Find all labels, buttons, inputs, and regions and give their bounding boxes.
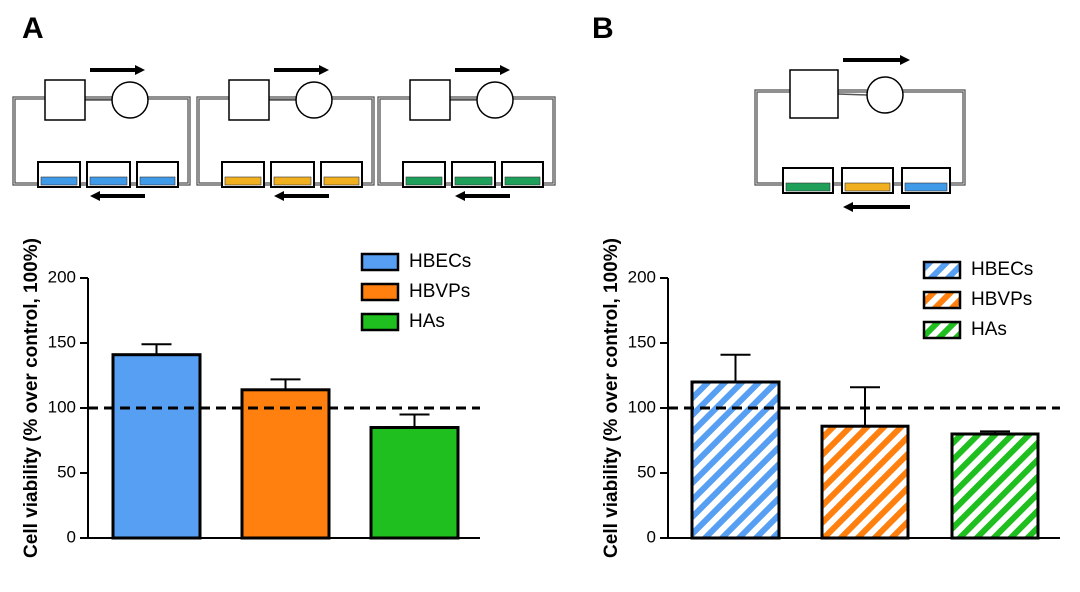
cells [224, 176, 262, 186]
bar [820, 424, 910, 540]
legend-swatch [360, 252, 400, 272]
bar [950, 432, 1040, 540]
circuit-diagram [12, 65, 191, 201]
legend-label: HBECs [971, 259, 1033, 280]
reservoir [866, 76, 904, 114]
cells [454, 176, 493, 186]
legend-swatch [922, 290, 962, 310]
flow-arrowhead [900, 55, 910, 65]
bar [690, 380, 781, 540]
legend-swatch [922, 260, 962, 280]
panel-label: B [592, 12, 614, 45]
pump-box [44, 79, 86, 121]
reservoir [111, 81, 149, 119]
y-axis-label: Cell viability (% over control, 100%) [601, 238, 622, 558]
y-tick-label: 150 [628, 332, 656, 351]
pump-box [789, 69, 839, 119]
circuit-diagram [377, 65, 556, 201]
y-tick-label: 100 [628, 397, 656, 416]
flow-arrowhead [319, 65, 329, 75]
flow-arrowhead [274, 191, 284, 201]
y-tick-label: 100 [48, 397, 76, 416]
flow-arrowhead [135, 65, 145, 75]
legend-swatch [360, 312, 400, 332]
cells [405, 176, 443, 186]
flow-arrowhead [455, 191, 465, 201]
y-tick-label: 50 [57, 462, 76, 481]
circuit-diagram [754, 55, 966, 212]
y-tick-label: 200 [628, 267, 656, 286]
flow-arrowhead [500, 65, 510, 75]
legend-swatch [360, 282, 400, 302]
y-axis-label: Cell viability (% over control, 100%) [21, 238, 42, 558]
cells [904, 182, 948, 192]
cells [785, 182, 831, 192]
cells [323, 176, 360, 186]
reservoir [295, 81, 333, 119]
cells [139, 176, 176, 186]
y-tick-label: 50 [637, 462, 656, 481]
y-tick-label: 0 [67, 527, 76, 546]
cells [40, 176, 78, 186]
y-tick-label: 200 [48, 267, 76, 286]
legend-label: HAs [971, 319, 1007, 340]
circuit-diagram [196, 65, 375, 201]
tubing [837, 93, 868, 96]
legend-label: HBECs [409, 251, 471, 272]
cells [844, 182, 891, 192]
panel-label: A [22, 12, 44, 45]
cells [504, 176, 541, 186]
bar [111, 353, 202, 540]
legend-swatch [922, 320, 962, 340]
legend-label: HBVPs [409, 281, 470, 302]
y-tick-label: 0 [647, 527, 656, 546]
bar [240, 388, 331, 540]
pump-box [228, 79, 270, 121]
bar [369, 426, 460, 540]
cells [273, 176, 312, 186]
reservoir [476, 81, 514, 119]
flow-arrowhead [90, 191, 100, 201]
pump-box [409, 79, 451, 121]
cells [89, 176, 128, 186]
legend-label: HBVPs [971, 289, 1032, 310]
y-tick-label: 150 [48, 332, 76, 351]
legend-label: HAs [409, 311, 445, 332]
flow-arrowhead [843, 202, 853, 212]
